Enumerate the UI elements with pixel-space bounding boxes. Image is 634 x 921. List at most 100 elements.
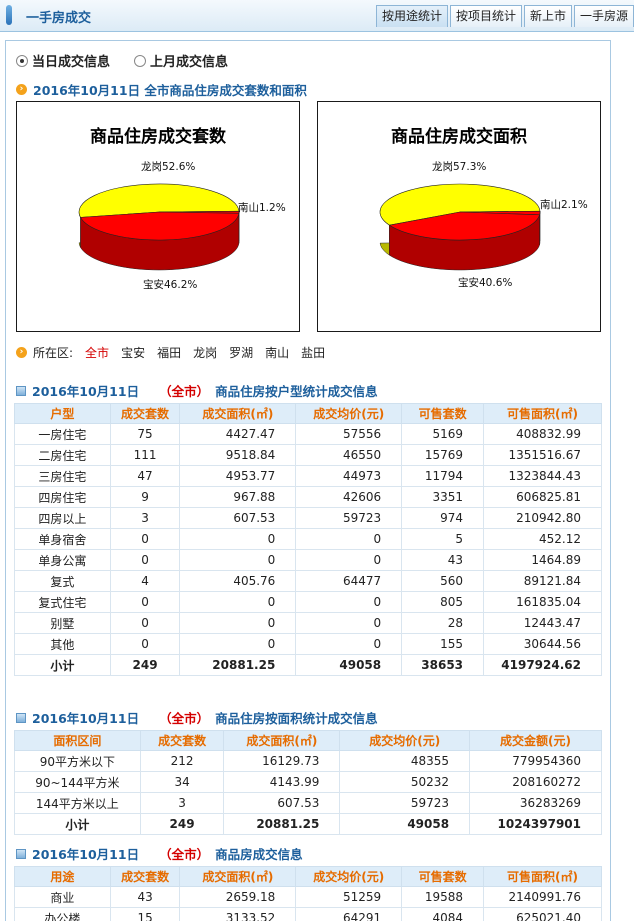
table-cell: 0 <box>109 633 181 655</box>
radio-today-label: 当日成交信息 <box>32 55 111 70</box>
table-cell: 210942.80 <box>483 507 602 529</box>
table-cell: 43 <box>109 886 181 908</box>
table-cell: 4197924.62 <box>483 654 602 676</box>
district-link-yantian[interactable]: 盐田 <box>301 346 326 360</box>
column-header: 成交套数 <box>139 730 225 751</box>
radio-checked-icon <box>16 54 28 67</box>
table-cell: 4427.47 <box>179 423 297 445</box>
table-row: 复式住宅 0 0 0 805 161835.04 <box>14 591 602 613</box>
table-cell: 15 <box>109 907 181 921</box>
table-cell: 208160272 <box>469 771 602 793</box>
arrow-bullet-icon: › <box>16 84 27 95</box>
table-row: 别墅 0 0 0 28 12443.47 <box>14 612 602 634</box>
table-row: 三房住宅 47 4953.77 44973 11794 1323844.43 <box>14 465 602 487</box>
column-header: 成交均价(元) <box>295 403 403 424</box>
district-link-luohu[interactable]: 罗湖 <box>229 346 254 360</box>
page-title: 一手房成交 <box>26 11 92 26</box>
table-cell: 405.76 <box>179 570 297 592</box>
table-cell: 144平方米以上 <box>14 792 141 814</box>
column-header: 面积区间 <box>14 730 141 751</box>
pie-svg <box>78 183 240 271</box>
table-cell: 单身宿舍 <box>14 528 111 550</box>
square-bullet-icon <box>16 385 26 396</box>
table-header-row: 户型 成交套数 成交面积(㎡) 成交均价(元) 可售套数 可售面积(㎡) <box>14 403 602 424</box>
table-cell: 249 <box>109 654 181 676</box>
column-header: 户型 <box>14 403 111 424</box>
table-cell: 5169 <box>401 423 485 445</box>
table-row: 复式 4 405.76 64477 560 89121.84 <box>14 570 602 592</box>
table-cell: 967.88 <box>179 486 297 508</box>
table-cell: 1464.89 <box>483 549 602 571</box>
column-header: 成交面积(㎡) <box>223 730 341 751</box>
column-header: 可售面积(㎡) <box>483 866 602 887</box>
table-cell: 38653 <box>401 654 485 676</box>
tab-new-listing[interactable]: 新上市 <box>523 5 572 27</box>
table-cell: 28 <box>401 612 485 634</box>
table-row: 单身宿舍 0 0 0 5 452.12 <box>14 528 602 550</box>
table-cell: 0 <box>295 612 403 634</box>
table-cell: 0 <box>295 528 403 550</box>
table-cell: 2140991.76 <box>483 886 602 908</box>
district-link-baoan[interactable]: 宝安 <box>121 346 146 360</box>
tab-bar: 按用途统计 按项目统计 新上市 一手房源 <box>374 5 634 27</box>
table-header-row: 面积区间 成交套数 成交面积(㎡) 成交均价(元) 成交金额(元) <box>14 730 602 751</box>
table-cell: 57556 <box>295 423 403 445</box>
table-cell: 0 <box>295 633 403 655</box>
table-cell: 1323844.43 <box>483 465 602 487</box>
table-cell: 607.53 <box>179 507 297 529</box>
chart-section-heading: 2016年10月11日 全市商品住房成交套数和面积 <box>33 83 307 98</box>
pie-chart-area: 商品住房成交面积 龙岗57.3% 南山2.1% 宝安40.6% <box>317 101 601 332</box>
pie-svg <box>379 183 541 271</box>
table-cell: 一房住宅 <box>14 423 111 445</box>
table-by-use: 用途 成交套数 成交面积(㎡) 成交均价(元) 可售套数 可售面积(㎡) 商业 43 2659… <box>14 866 602 921</box>
table-cell: 复式 <box>14 570 111 592</box>
table3-date: 2016年10月11日 <box>32 847 140 862</box>
radio-today[interactable]: 当日成交信息 <box>16 51 110 70</box>
table-cell: 49058 <box>339 813 471 835</box>
table1-date: 2016年10月11日 <box>32 384 140 399</box>
table-cell: 155 <box>401 633 485 655</box>
table3-title: 2016年10月11日 （全市） 商品房成交信息 <box>16 844 303 863</box>
district-link-all[interactable]: 全市 <box>85 346 110 360</box>
table-cell: 1351516.67 <box>483 444 602 466</box>
table-cell: 20881.25 <box>223 813 341 835</box>
column-header: 成交面积(㎡) <box>179 866 297 887</box>
column-header: 成交均价(元) <box>295 866 403 887</box>
pie-slice-龙岗 <box>379 183 541 226</box>
table-cell: 0 <box>295 549 403 571</box>
table-cell: 19588 <box>401 886 485 908</box>
table-cell: 249 <box>139 813 225 835</box>
table2-title: 2016年10月11日 （全市） 商品住房按面积统计成交信息 <box>16 708 378 727</box>
table-cell: 161835.04 <box>483 591 602 613</box>
table-cell: 46550 <box>295 444 403 466</box>
table-cell: 42606 <box>295 486 403 508</box>
table2-date: 2016年10月11日 <box>32 711 140 726</box>
pie-slice-宝安 <box>79 211 240 241</box>
table-cell: 51259 <box>295 886 403 908</box>
slice-label-longgang: 龙岗57.3% <box>432 161 487 173</box>
table-row: 小计 249 20881.25 49058 38653 4197924.62 <box>14 654 602 676</box>
table1-heading: 商品住房按户型统计成交信息 <box>215 384 378 399</box>
tab-by-project[interactable]: 按项目统计 <box>449 5 522 27</box>
table-row: 144平方米以上 3 607.53 59723 36283269 <box>14 792 602 814</box>
district-link-nanshan[interactable]: 南山 <box>265 346 290 360</box>
arrow-bullet-icon: › <box>16 347 27 358</box>
table-cell: 50232 <box>339 771 471 793</box>
table-cell: 48355 <box>339 750 471 772</box>
table2-heading: 商品住房按面积统计成交信息 <box>215 711 378 726</box>
table-row: 90~144平方米 34 4143.99 50232 208160272 <box>14 771 602 793</box>
tab-by-use[interactable]: 按用途统计 <box>375 5 448 27</box>
radio-last-month[interactable]: 上月成交信息 <box>134 51 228 70</box>
section-chart-title: › 2016年10月11日 全市商品住房成交套数和面积 <box>16 80 307 99</box>
table-by-area: 面积区间 成交套数 成交面积(㎡) 成交均价(元) 成交金额(元) 90平方米以下 212… <box>14 730 602 835</box>
district-filter: › 所在区: 全市 宝安 福田 龙岗 罗湖 南山 盐田 <box>16 344 325 361</box>
district-link-futian[interactable]: 福田 <box>157 346 182 360</box>
table-cell: 64477 <box>295 570 403 592</box>
table-cell: 复式住宅 <box>14 591 111 613</box>
table-cell: 20881.25 <box>179 654 297 676</box>
slice-label-nanshan: 南山1.2% <box>238 202 286 214</box>
table-cell: 0 <box>109 549 181 571</box>
tab-new-housing[interactable]: 一手房源 <box>573 5 634 27</box>
district-link-longgang[interactable]: 龙岗 <box>193 346 218 360</box>
table-cell: 90平方米以下 <box>14 750 141 772</box>
